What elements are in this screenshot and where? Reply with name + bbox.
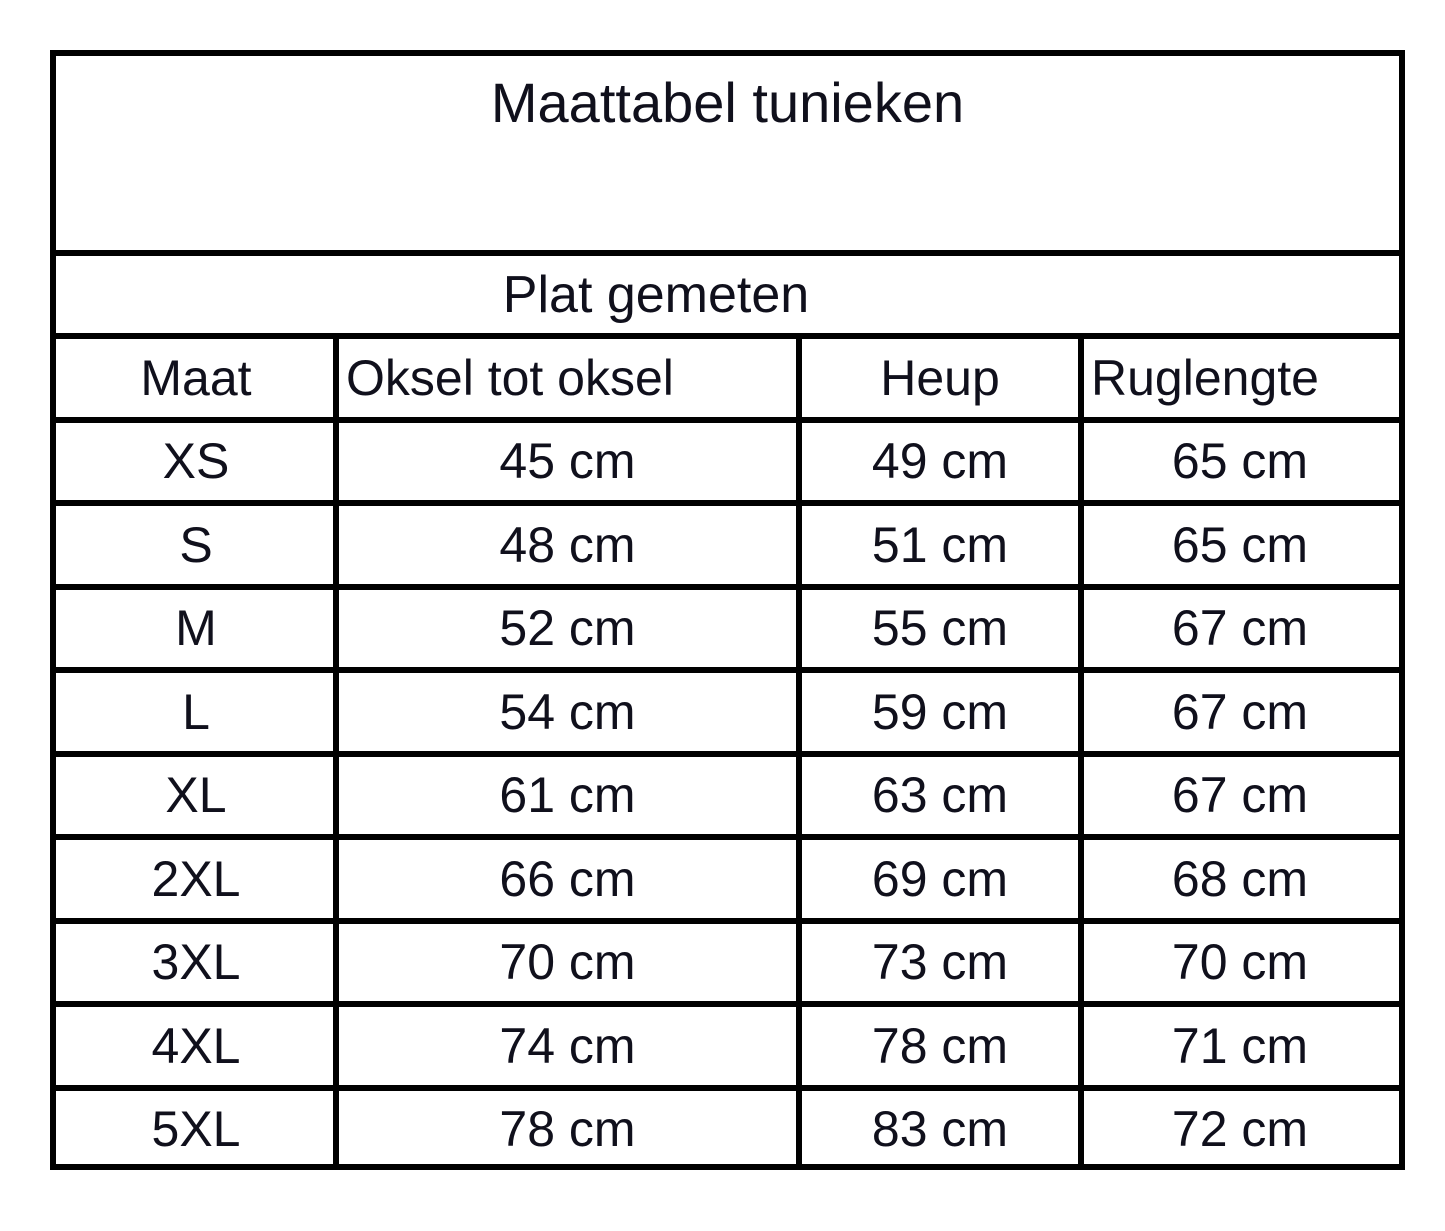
- measurement-cell: 74 cm: [499, 1017, 636, 1074]
- measurement-cell: 48 cm: [499, 516, 636, 573]
- size-cell: S: [179, 516, 213, 573]
- measurement-cell: 54 cm: [499, 683, 636, 740]
- measurement-cell: 83 cm: [871, 1101, 1009, 1158]
- measurement-cell: 78 cm: [871, 1017, 1009, 1074]
- header-ruglengte: Ruglengte: [1091, 349, 1319, 406]
- measurement-cell: 71 cm: [1171, 1017, 1309, 1074]
- size-cell: 5XL: [151, 1101, 241, 1158]
- row-divider: [56, 1084, 1399, 1091]
- measurement-cell: 69 cm: [871, 850, 1009, 907]
- measurement-cell: 45 cm: [499, 433, 636, 490]
- row-divider: [56, 500, 1399, 506]
- header-oksel-tot-oksel: Oksel tot oksel: [346, 349, 674, 406]
- row-divider: [56, 416, 1399, 423]
- measurement-cell: 67 cm: [1171, 683, 1309, 740]
- measurement-cell: 66 cm: [499, 850, 636, 907]
- row-divider: [56, 333, 1399, 339]
- measurement-cell: 78 cm: [499, 1101, 636, 1158]
- table-subtitle: Plat gemeten: [502, 266, 810, 324]
- header-heup: Heup: [880, 349, 1000, 406]
- header-maat: Maat: [140, 349, 252, 406]
- measurement-cell: 68 cm: [1171, 850, 1309, 907]
- row-divider: [56, 917, 1399, 924]
- size-cell: 3XL: [151, 934, 241, 991]
- measurement-cell: 49 cm: [871, 433, 1009, 490]
- measurement-cell: 61 cm: [499, 767, 636, 824]
- measurement-cell: 73 cm: [871, 934, 1009, 991]
- measurement-cell: 70 cm: [1171, 934, 1309, 991]
- size-cell: XS: [162, 433, 230, 490]
- size-cell: XL: [165, 767, 227, 824]
- column-divider: [333, 333, 339, 1164]
- divider: [56, 250, 1399, 256]
- size-cell: M: [175, 600, 217, 657]
- row-divider: [56, 583, 1399, 590]
- measurement-cell: 65 cm: [1171, 516, 1309, 573]
- row-divider: [56, 667, 1399, 673]
- measurement-cell: 63 cm: [871, 767, 1009, 824]
- size-cell: 4XL: [151, 1017, 241, 1074]
- measurement-cell: 70 cm: [499, 934, 636, 991]
- size-table: Maattabel tunieken Plat gemeten Maat Okse…: [50, 50, 1405, 1170]
- column-divider: [1078, 333, 1084, 1164]
- measurement-cell: 59 cm: [871, 683, 1009, 740]
- size-cell: L: [182, 683, 210, 740]
- row-divider: [56, 834, 1399, 840]
- measurement-cell: 65 cm: [1171, 433, 1309, 490]
- row-divider: [56, 1001, 1399, 1007]
- row-divider: [56, 750, 1399, 757]
- measurement-cell: 72 cm: [1171, 1101, 1309, 1158]
- measurement-cell: 67 cm: [1171, 767, 1309, 824]
- size-cell: 2XL: [151, 850, 241, 907]
- column-divider: [796, 333, 802, 1164]
- table-title: Maattabel tunieken: [490, 71, 965, 134]
- measurement-cell: 51 cm: [871, 516, 1009, 573]
- measurement-cell: 52 cm: [499, 600, 636, 657]
- measurement-cell: 67 cm: [1171, 600, 1309, 657]
- measurement-cell: 55 cm: [871, 600, 1009, 657]
